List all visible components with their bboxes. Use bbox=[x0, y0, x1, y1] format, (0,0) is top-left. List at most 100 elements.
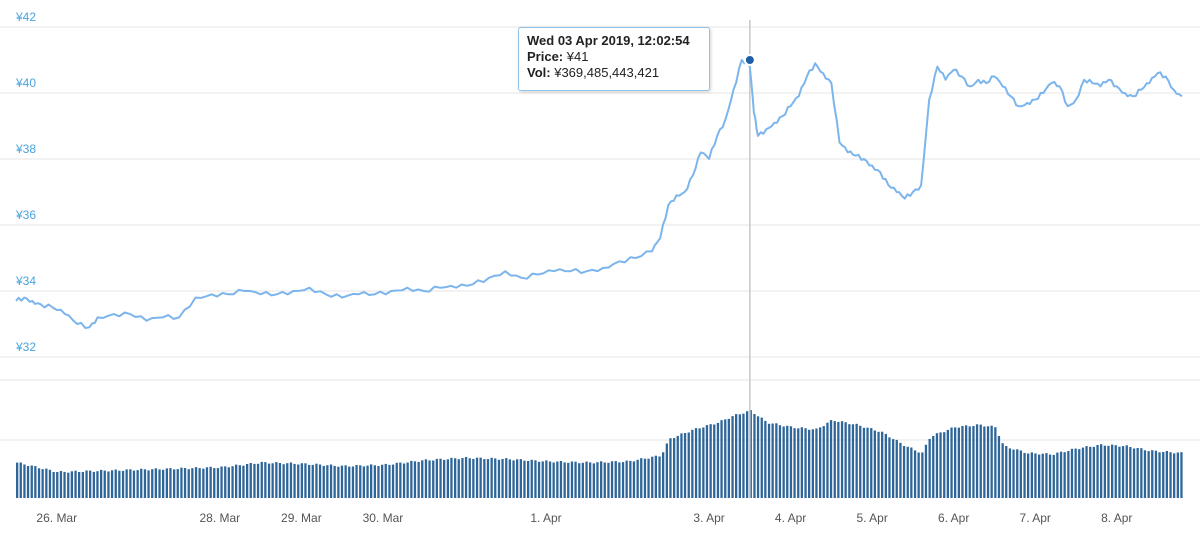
volume-bar bbox=[720, 420, 723, 498]
volume-bar bbox=[373, 465, 376, 498]
volume-bar bbox=[359, 465, 362, 498]
volume-bar bbox=[118, 470, 121, 498]
volume-bar bbox=[1059, 451, 1063, 498]
volume-bar bbox=[421, 460, 424, 498]
price-tick-label: ¥38 bbox=[15, 142, 36, 156]
volume-bar bbox=[253, 463, 256, 498]
volume-bar bbox=[191, 468, 194, 498]
volume-bar bbox=[607, 462, 610, 498]
volume-bar bbox=[402, 463, 406, 498]
volume-bar bbox=[957, 427, 960, 498]
volume-bar bbox=[202, 468, 205, 498]
volume-bar bbox=[286, 463, 289, 498]
volume-bar bbox=[840, 421, 844, 498]
volume-bar bbox=[311, 464, 314, 498]
hover-tooltip: Wed 03 Apr 2019, 12:02:54 Price: ¥41 Vol… bbox=[518, 27, 710, 91]
price-series-line[interactable] bbox=[15, 59, 1183, 329]
volume-bar bbox=[486, 459, 490, 498]
volume-bar bbox=[731, 416, 734, 498]
volume-bar bbox=[954, 427, 957, 498]
volume-bar bbox=[472, 459, 475, 498]
volume-bar bbox=[158, 469, 161, 498]
volume-bar bbox=[370, 464, 373, 498]
volume-bar bbox=[965, 425, 968, 498]
volume-bar bbox=[129, 469, 132, 498]
volume-bar bbox=[205, 467, 209, 498]
volume-bar bbox=[410, 460, 413, 498]
volume-bar bbox=[1121, 446, 1125, 498]
volume-bar bbox=[468, 458, 471, 498]
volume-bar bbox=[1038, 454, 1041, 498]
volume-bar bbox=[1030, 452, 1033, 498]
date-tick-label: 26. Mar bbox=[36, 511, 77, 525]
volume-bar bbox=[1063, 452, 1066, 498]
volume-bar bbox=[464, 457, 468, 498]
volume-bar bbox=[1034, 453, 1037, 498]
volume-bar bbox=[596, 462, 599, 498]
price-axis-ticks: ¥42 ¥40 ¥38 ¥36 ¥34 ¥32 bbox=[15, 10, 36, 354]
volume-bar bbox=[366, 465, 369, 498]
volume-bar bbox=[1056, 452, 1059, 498]
volume-bar bbox=[961, 426, 964, 498]
volume-bar bbox=[275, 462, 278, 498]
volume-bar bbox=[687, 432, 690, 498]
volume-bars bbox=[16, 410, 1183, 498]
volume-bar bbox=[198, 468, 201, 498]
volume-bar bbox=[592, 463, 595, 498]
volume-bar bbox=[870, 428, 873, 498]
volume-bar bbox=[702, 427, 705, 498]
volume-bar bbox=[972, 426, 975, 498]
volume-bar bbox=[355, 465, 358, 498]
volume-bar bbox=[1008, 448, 1012, 498]
volume-bar bbox=[132, 470, 136, 498]
date-tick-label: 28. Mar bbox=[200, 511, 241, 525]
volume-bar bbox=[629, 460, 632, 498]
volume-bar bbox=[89, 470, 92, 498]
price-tick-label: ¥32 bbox=[15, 340, 36, 354]
volume-bar bbox=[826, 422, 829, 498]
volume-bar bbox=[461, 458, 464, 498]
volume-bar bbox=[231, 466, 234, 498]
volume-bar bbox=[100, 469, 103, 498]
volume-bar bbox=[30, 465, 33, 498]
volume-bar bbox=[337, 466, 340, 498]
volume-bar bbox=[48, 469, 52, 498]
volume-bar bbox=[297, 464, 300, 498]
volume-bar bbox=[220, 466, 223, 498]
volume-bar bbox=[165, 468, 168, 498]
volume-bar bbox=[621, 462, 625, 498]
volume-bar bbox=[242, 465, 245, 498]
volume-bar bbox=[691, 429, 694, 498]
volume-bar bbox=[173, 469, 176, 498]
volume-bar bbox=[943, 432, 946, 498]
volume-bar bbox=[548, 461, 552, 498]
volume-bar bbox=[932, 436, 935, 498]
volume-bar bbox=[1125, 445, 1128, 498]
hover-point-marker[interactable] bbox=[743, 54, 756, 66]
volume-bar bbox=[939, 432, 942, 498]
volume-bar bbox=[764, 420, 767, 498]
tooltip-vol-label: Vol: bbox=[527, 65, 551, 80]
volume-bar bbox=[862, 427, 866, 498]
volume-bar bbox=[888, 437, 891, 498]
volume-bar bbox=[92, 471, 95, 498]
volume-bar bbox=[541, 461, 544, 498]
volume-bar bbox=[428, 460, 431, 498]
volume-bar bbox=[125, 469, 128, 498]
volume-bar bbox=[475, 457, 479, 498]
date-tick-label: 1. Apr bbox=[530, 511, 561, 525]
volume-bar bbox=[162, 469, 165, 498]
volume-bar bbox=[581, 462, 584, 498]
volume-bar bbox=[1173, 453, 1176, 498]
volume-bar bbox=[344, 465, 347, 498]
volume-bar bbox=[775, 423, 778, 498]
volume-bar bbox=[534, 460, 537, 498]
volume-bar bbox=[848, 424, 851, 498]
volume-bar bbox=[227, 467, 230, 498]
volume-bar bbox=[567, 462, 570, 498]
volume-bar bbox=[282, 464, 285, 498]
volume-bar bbox=[1001, 443, 1004, 498]
volume-bar bbox=[34, 466, 37, 498]
volume-bar bbox=[556, 461, 559, 498]
volume-bar bbox=[994, 427, 997, 498]
